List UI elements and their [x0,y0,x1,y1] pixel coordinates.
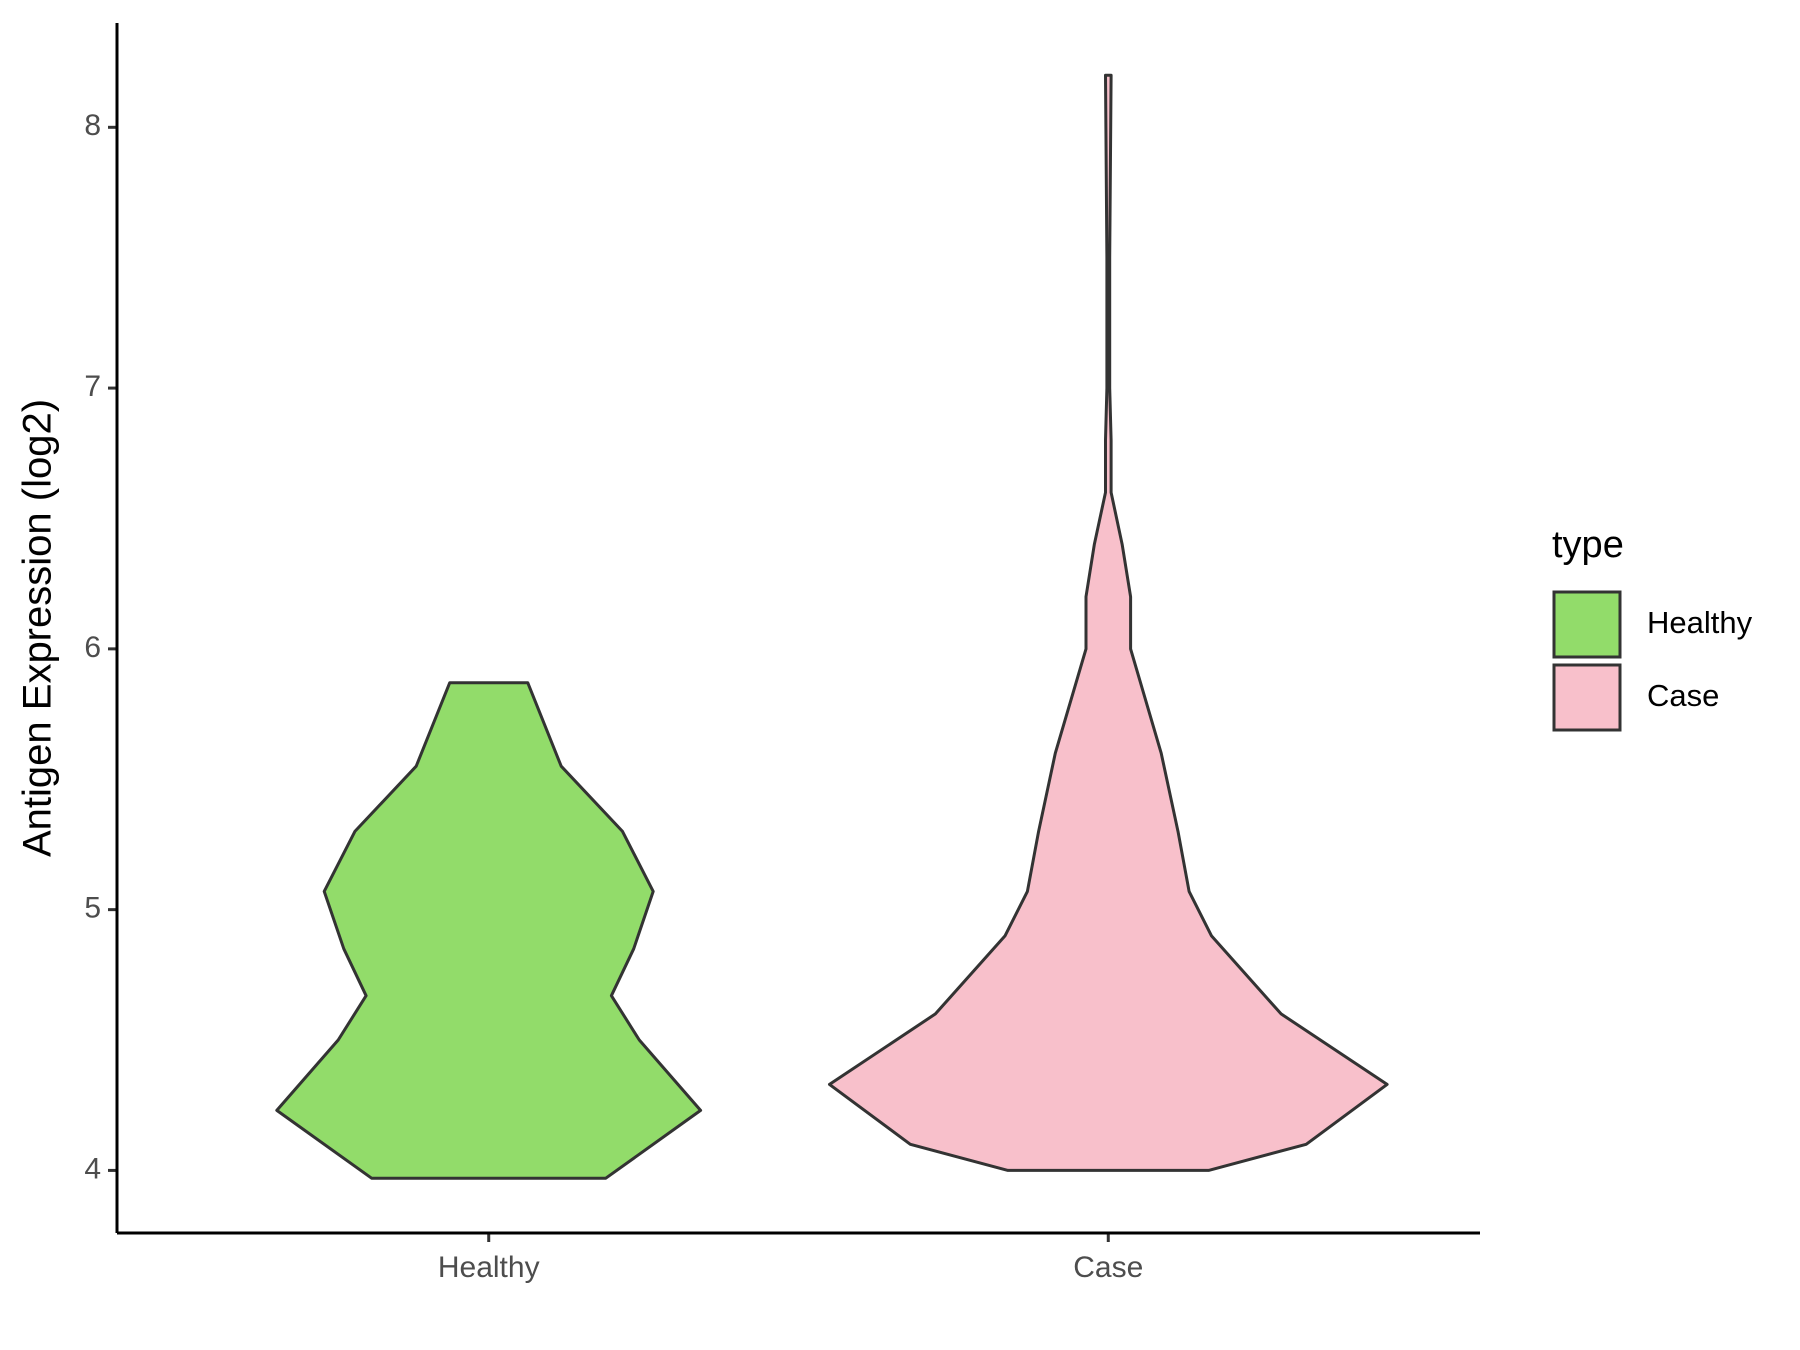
violin [828,73,1389,1172]
y-axis-label: Antigen Expression (log2) [16,399,60,857]
x-tick-label: Case [1073,1251,1143,1284]
y-tick-label: 6 [84,631,101,664]
x-tick-label: Healthy [438,1251,540,1284]
legend-title: type [1552,524,1624,566]
y-tick-label: 8 [84,109,101,142]
legend-key [1552,663,1622,732]
y-tick-label: 7 [84,370,101,403]
violin [275,681,703,1180]
legend-label: Case [1647,678,1719,713]
legend-key [1552,590,1622,659]
legend-label: Healthy [1647,605,1753,640]
y-tick-label: 5 [84,892,101,925]
y-tick-label: 4 [84,1152,101,1185]
